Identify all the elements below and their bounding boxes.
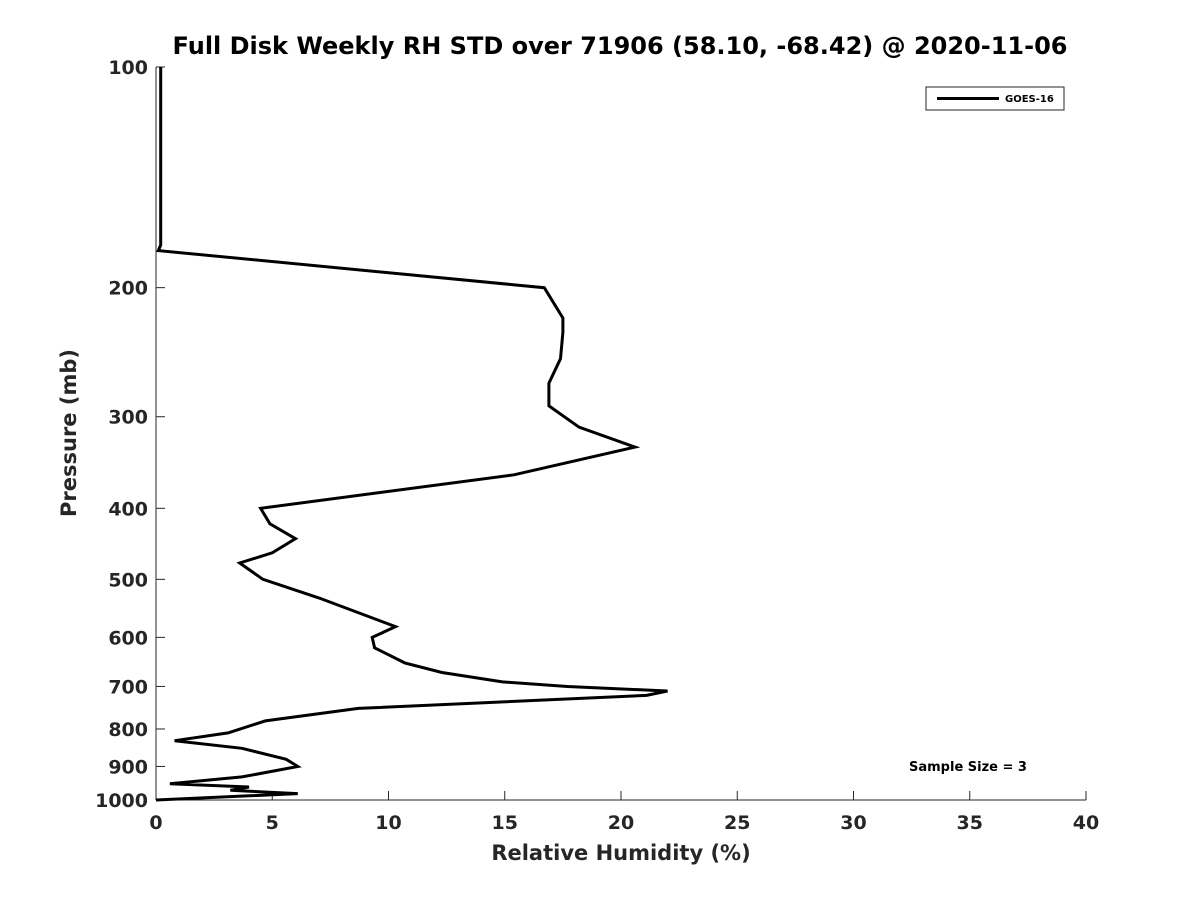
series-line-0 <box>155 67 668 802</box>
y-ticks: 100 200 300 400 500 600 700 800 900 1000 <box>95 57 165 812</box>
x-tick-label: 40 <box>1073 812 1099 834</box>
legend: GOES-16 <box>925 86 1065 111</box>
y-tick-label: 200 <box>108 278 148 300</box>
y-tick-label: 900 <box>108 756 148 778</box>
x-ticks: 0 5 10 15 20 25 30 35 40 <box>149 791 1099 834</box>
chart-title: Full Disk Weekly RH STD over 71906 (58.1… <box>173 32 1068 60</box>
legend-label: GOES-16 <box>1005 94 1054 105</box>
series-layer <box>155 67 668 802</box>
y-tick-label: 300 <box>108 407 148 429</box>
x-tick-label: 20 <box>608 812 634 834</box>
y-tick-label: 700 <box>108 676 148 698</box>
y-tick-label: 400 <box>108 498 148 520</box>
y-tick-label: 800 <box>108 719 148 741</box>
sample-size-annotation: Sample Size = 3 <box>909 760 1027 775</box>
x-tick-label: 5 <box>266 812 279 834</box>
y-axis-label: Pressure (mb) <box>57 349 81 517</box>
y-tick-label: 500 <box>108 569 148 591</box>
x-axis-label: Relative Humidity (%) <box>491 841 750 865</box>
x-tick-label: 10 <box>375 812 401 834</box>
y-tick-label: 100 <box>108 57 148 79</box>
x-tick-label: 15 <box>492 812 518 834</box>
x-tick-label: 35 <box>957 812 983 834</box>
y-tick-label: 1000 <box>95 790 148 812</box>
x-tick-label: 30 <box>840 812 866 834</box>
y-tick-label: 600 <box>108 627 148 649</box>
x-tick-label: 25 <box>724 812 750 834</box>
x-tick-label: 0 <box>149 812 162 834</box>
